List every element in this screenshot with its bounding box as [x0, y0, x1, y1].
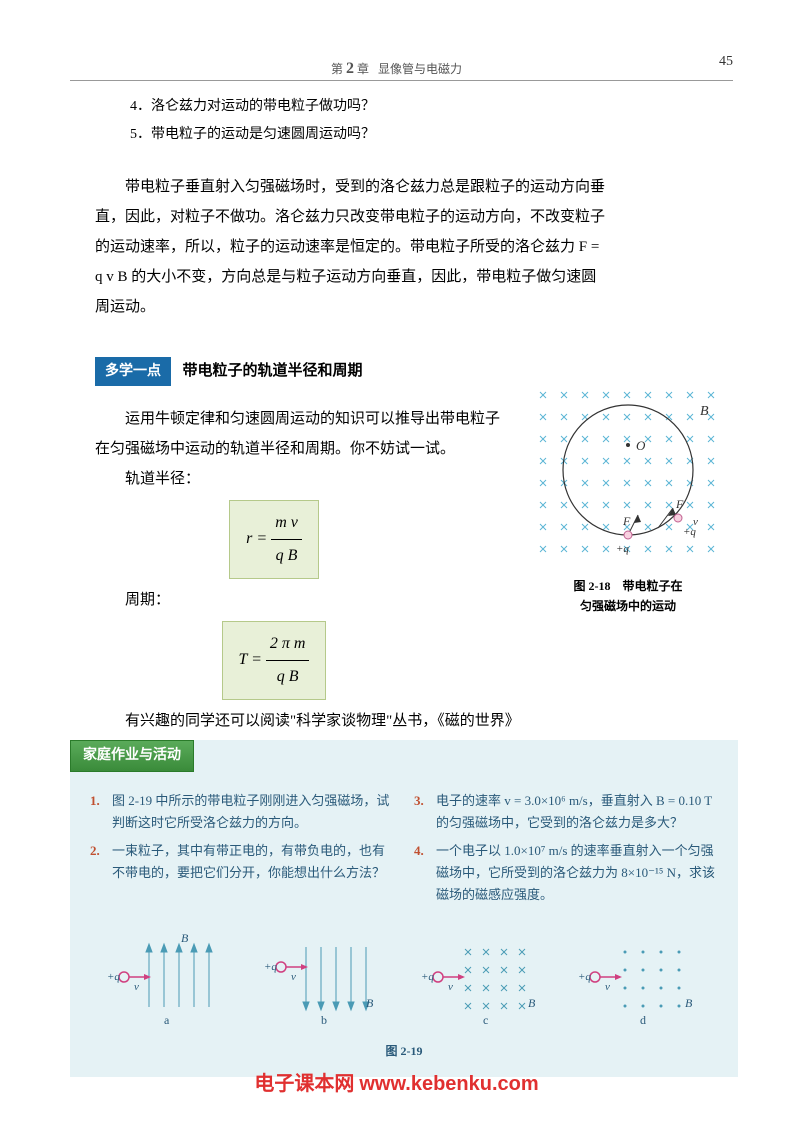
formula-r-numerator: m v: [271, 507, 302, 540]
svg-text:a: a: [164, 1013, 170, 1027]
chapter-prefix: 第: [331, 62, 343, 76]
hw-num-1: 1.: [90, 790, 112, 834]
page-number: 45: [719, 50, 733, 74]
chapter-title: 显像管与电磁力: [378, 62, 462, 76]
figure-2-19: B +q v a B +q v b B: [70, 922, 738, 1037]
svg-text:c: c: [483, 1013, 488, 1027]
formula-t-denominator: q B: [266, 661, 310, 693]
formula-t-lhs: T =: [239, 652, 262, 669]
learn-more-para1: 运用牛顿定律和匀速圆周运动的知识可以推导出带电粒子在匀强磁场中运动的轨道半径和周…: [95, 404, 513, 464]
question-5: 5．带电粒子的运动是匀速圆周运动吗？: [95, 123, 733, 147]
figure-2-19-caption: 图 2-19: [70, 1041, 738, 1061]
homework-header: 家庭作业与活动: [70, 740, 194, 772]
fig219-d: B +q v d: [570, 932, 710, 1027]
hw-text-1: 图 2-19 中所示的带电粒子刚刚进入匀强磁场，试判断这时它所受洛仑兹力的方向。: [112, 790, 394, 834]
fig218-caption-1: 图 2-18 带电粒子在: [528, 576, 728, 596]
svg-text:+q: +q: [264, 961, 277, 973]
fig219-a: B +q v a: [99, 932, 239, 1027]
header-rule: [70, 80, 733, 81]
page-header: 第 2 章 显像管与电磁力: [0, 55, 793, 82]
fig218-label-F2: F: [622, 514, 631, 528]
svg-text:B: B: [685, 996, 693, 1010]
chapter-number: 2: [346, 60, 354, 77]
period-label: 周期：: [95, 585, 513, 615]
hw-item-1: 1. 图 2-19 中所示的带电粒子刚刚进入匀强磁场，试判断这时它所受洛仑兹力的…: [90, 790, 394, 834]
homework-section: 家庭作业与活动 1. 图 2-19 中所示的带电粒子刚刚进入匀强磁场，试判断这时…: [70, 740, 738, 1077]
watermark-cn: 电子课本网: [254, 1073, 354, 1095]
svg-text:v: v: [291, 971, 296, 983]
svg-text:v: v: [134, 981, 139, 993]
svg-text:B: B: [366, 996, 374, 1010]
svg-text:B: B: [181, 932, 189, 945]
svg-text:d: d: [640, 1013, 646, 1027]
question-4: 4．洛仑兹力对运动的带电粒子做功吗？: [95, 95, 733, 119]
homework-col-left: 1. 图 2-19 中所示的带电粒子刚刚进入匀强磁场，试判断这时它所受洛仑兹力的…: [90, 790, 394, 912]
figure-2-18-svg: O B F F +q +q v: [528, 380, 728, 570]
figure-2-18: O B F F +q +q v 图 2-18 带电粒子在 匀强磁场中的运动: [528, 380, 728, 617]
formula-r-denominator: q B: [271, 540, 302, 572]
fig218-label-v: v: [693, 516, 698, 528]
fig218-label-F1: F: [675, 497, 684, 511]
svg-text:v: v: [605, 981, 610, 993]
formula-r-lhs: r =: [246, 531, 267, 548]
fig219-b: B +q v b: [256, 932, 396, 1027]
watermark-url: www.kebenku.com: [359, 1073, 538, 1095]
main-paragraph: 带电粒子垂直射入匀强磁场时，受到的洛仑兹力总是跟粒子的运动方向垂直，因此，对粒子…: [95, 172, 733, 322]
formula-radius: r = m v q B: [229, 500, 319, 579]
hw-item-2: 2. 一束粒子，其中有带正电的，有带负电的，也有不带电的，要把它们分开，你能想出…: [90, 840, 394, 884]
hw-item-3: 3. 电子的速率 v = 3.0×10⁶ m/s，垂直射入 B = 0.10 T…: [414, 790, 718, 834]
hw-num-2: 2.: [90, 840, 112, 884]
figure-2-18-caption: 图 2-18 带电粒子在 匀强磁场中的运动: [528, 576, 728, 617]
fig218-label-B: B: [700, 404, 709, 419]
hw-num-3: 3.: [414, 790, 436, 834]
svg-text:+q: +q: [421, 971, 434, 983]
hw-text-3: 电子的速率 v = 3.0×10⁶ m/s，垂直射入 B = 0.10 T 的匀…: [436, 790, 718, 834]
learn-more-title: 带电粒子的轨道半径和周期: [183, 359, 363, 385]
radius-label: 轨道半径：: [95, 464, 513, 494]
fig219-c: B +q v c: [413, 932, 553, 1027]
svg-text:v: v: [448, 981, 453, 993]
svg-text:b: b: [321, 1013, 327, 1027]
formula-t-numerator: 2 π m: [266, 628, 310, 661]
fig218-label-O: O: [636, 438, 646, 453]
svg-text:+q: +q: [578, 971, 591, 983]
hw-item-4: 4. 一个电子以 1.0×10⁷ m/s 的速率垂直射入一个匀强磁场中，它所受到…: [414, 840, 718, 906]
formula-period: T = 2 π m q B: [222, 621, 327, 700]
svg-text:+q: +q: [107, 971, 120, 983]
chapter-suffix: 章: [357, 62, 369, 76]
fig218-label-q1: +q: [616, 543, 629, 555]
hw-text-4: 一个电子以 1.0×10⁷ m/s 的速率垂直射入一个匀强磁场中，它所受到的洛仑…: [436, 840, 718, 906]
fig218-caption-2: 匀强磁场中的运动: [528, 596, 728, 616]
watermark: 电子课本网 www.kebenku.com: [0, 1067, 793, 1101]
svg-text:B: B: [528, 996, 536, 1010]
homework-body: 1. 图 2-19 中所示的带电粒子刚刚进入匀强磁场，试判断这时它所受洛仑兹力的…: [70, 772, 738, 922]
hw-num-4: 4.: [414, 840, 436, 906]
hw-text-2: 一束粒子，其中有带正电的，有带负电的，也有不带电的，要把它们分开，你能想出什么方…: [112, 840, 394, 884]
homework-col-right: 3. 电子的速率 v = 3.0×10⁶ m/s，垂直射入 B = 0.10 T…: [414, 790, 718, 912]
learn-more-badge: 多学一点: [95, 357, 171, 387]
